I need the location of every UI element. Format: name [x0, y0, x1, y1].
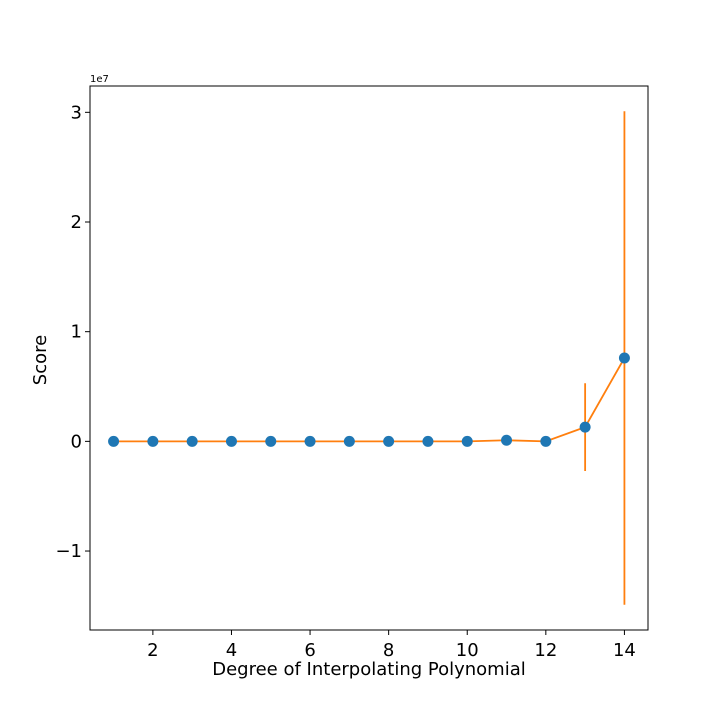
y-tick-label: 0 [71, 431, 82, 452]
y-axis-label: Score [30, 335, 51, 385]
errorbars-layer [584, 111, 626, 605]
y-offset-label: 1e7 [90, 74, 109, 85]
data-point [343, 435, 355, 447]
x-tick-label: 14 [613, 640, 636, 661]
x-tick-label: 12 [534, 640, 557, 661]
line-layer [113, 357, 626, 443]
y-tick-label: −1 [55, 541, 82, 562]
plot-frame [89, 85, 649, 631]
x-axis-label: Degree of Interpolating Polynomial [212, 659, 526, 680]
data-point [225, 435, 237, 447]
data-point [461, 435, 473, 447]
x-tick-label: 6 [304, 640, 315, 661]
points-layer [108, 352, 630, 447]
x-tick-label: 10 [456, 640, 479, 661]
x-tick-label: 8 [383, 640, 394, 661]
x-axis-ticks: 2 4 6 8 10 12 14 [147, 630, 636, 661]
y-tick-label: 1 [71, 322, 82, 343]
y-tick-label: 3 [71, 102, 82, 123]
data-point [147, 435, 159, 447]
data-point [579, 421, 591, 433]
series-line [113, 357, 626, 443]
data-point [304, 435, 316, 447]
x-tick-label: 4 [226, 640, 237, 661]
y-axis-ticks: −1 0 1 2 3 [55, 102, 90, 562]
data-point [186, 435, 198, 447]
data-point [422, 435, 434, 447]
data-point [383, 435, 395, 447]
data-point [108, 435, 120, 447]
data-point [540, 435, 552, 447]
y-tick-label: 2 [71, 212, 82, 233]
data-point [501, 434, 513, 446]
data-point [618, 352, 630, 364]
x-tick-label: 2 [147, 640, 158, 661]
data-point [265, 435, 277, 447]
